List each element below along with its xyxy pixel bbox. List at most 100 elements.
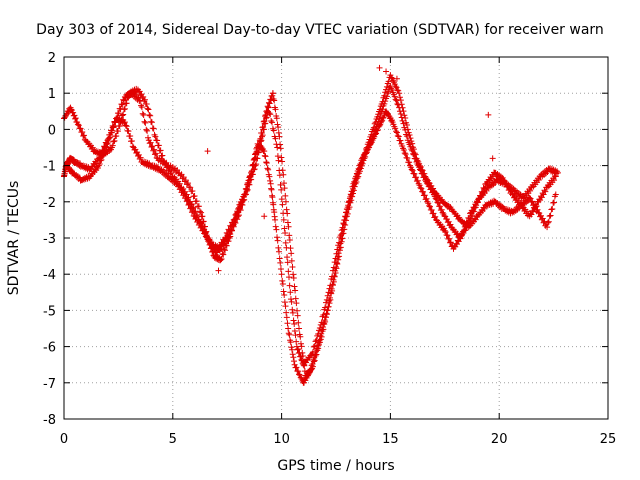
data-point bbox=[282, 239, 289, 246]
data-point bbox=[125, 128, 132, 135]
x-tick-label: 15 bbox=[382, 432, 399, 447]
data-point bbox=[115, 110, 122, 117]
data-point bbox=[235, 213, 242, 220]
data-point bbox=[286, 232, 293, 239]
data-point bbox=[416, 162, 423, 169]
data-point bbox=[269, 119, 276, 126]
data-point bbox=[262, 115, 269, 122]
data-point bbox=[75, 159, 82, 166]
data-point bbox=[397, 97, 404, 104]
data-point bbox=[330, 264, 337, 271]
data-point bbox=[274, 237, 281, 244]
data-point bbox=[426, 202, 433, 209]
data-point bbox=[111, 137, 118, 144]
data-point bbox=[389, 87, 396, 94]
data-point bbox=[127, 133, 134, 140]
data-point bbox=[392, 96, 399, 103]
data-point bbox=[234, 208, 241, 215]
data-point bbox=[268, 117, 275, 124]
data-point bbox=[246, 181, 253, 188]
data-point bbox=[252, 162, 259, 169]
data-point bbox=[289, 346, 296, 353]
data-point bbox=[191, 193, 198, 200]
data-point bbox=[269, 92, 276, 99]
data-point bbox=[75, 122, 82, 129]
data-point bbox=[275, 244, 282, 251]
data-point bbox=[535, 177, 542, 184]
data-point bbox=[392, 125, 399, 132]
data-point bbox=[289, 309, 296, 316]
data-point bbox=[234, 216, 241, 223]
data-point bbox=[123, 100, 130, 107]
data-point bbox=[145, 106, 152, 113]
data-point bbox=[276, 167, 283, 174]
data-point bbox=[98, 156, 105, 163]
data-point bbox=[80, 132, 87, 139]
data-point bbox=[338, 238, 345, 245]
data-point bbox=[398, 101, 405, 108]
data-point bbox=[125, 94, 132, 101]
data-point bbox=[275, 124, 282, 131]
data-point bbox=[383, 86, 390, 93]
data-point bbox=[150, 125, 157, 132]
data-point bbox=[157, 147, 164, 154]
data-point bbox=[423, 195, 430, 202]
data-point bbox=[283, 206, 290, 213]
data-point bbox=[313, 337, 320, 344]
data-point bbox=[354, 171, 361, 178]
data-point bbox=[273, 226, 280, 233]
data-point bbox=[249, 171, 256, 178]
data-point bbox=[545, 218, 552, 225]
data-point bbox=[198, 209, 205, 216]
data-point bbox=[187, 205, 194, 212]
data-point bbox=[322, 304, 329, 311]
data-point bbox=[71, 112, 78, 119]
data-point bbox=[291, 283, 298, 290]
data-point bbox=[277, 145, 284, 152]
data-point bbox=[79, 128, 86, 135]
data-point bbox=[479, 189, 486, 196]
data-point bbox=[546, 213, 553, 220]
data-point bbox=[293, 364, 300, 371]
data-point bbox=[72, 115, 79, 122]
data-point bbox=[407, 135, 414, 142]
data-point bbox=[438, 206, 445, 213]
data-point bbox=[382, 98, 389, 105]
data-point bbox=[346, 198, 353, 205]
data-point bbox=[278, 196, 285, 203]
data-point bbox=[271, 97, 278, 104]
data-point bbox=[348, 191, 355, 198]
data-point bbox=[366, 136, 373, 143]
y-axis-label: SDTVAR / TECUs bbox=[6, 181, 22, 296]
data-point bbox=[220, 251, 227, 258]
data-point bbox=[262, 153, 269, 160]
data-point bbox=[342, 213, 349, 220]
data-point bbox=[198, 223, 205, 230]
data-point bbox=[274, 144, 281, 151]
data-point bbox=[263, 159, 270, 166]
data-point bbox=[261, 152, 268, 159]
data-point bbox=[330, 278, 337, 285]
data-point bbox=[324, 307, 331, 314]
data-point bbox=[185, 201, 192, 208]
y-tick-label: 0 bbox=[48, 123, 56, 138]
data-point bbox=[544, 219, 551, 226]
data-point bbox=[327, 282, 334, 289]
data-point bbox=[114, 128, 121, 135]
data-point bbox=[396, 90, 403, 97]
data-point bbox=[376, 106, 383, 113]
data-point bbox=[122, 122, 129, 129]
data-point bbox=[148, 119, 155, 126]
data-point bbox=[154, 137, 161, 144]
data-point bbox=[116, 123, 123, 130]
data-point bbox=[297, 353, 304, 360]
data-point bbox=[402, 151, 409, 158]
data-point bbox=[320, 311, 327, 318]
data-point bbox=[272, 135, 279, 142]
data-point bbox=[414, 177, 421, 184]
data-point bbox=[272, 216, 279, 223]
data-point bbox=[152, 133, 159, 140]
data-point bbox=[473, 199, 480, 206]
data-point bbox=[399, 104, 406, 111]
